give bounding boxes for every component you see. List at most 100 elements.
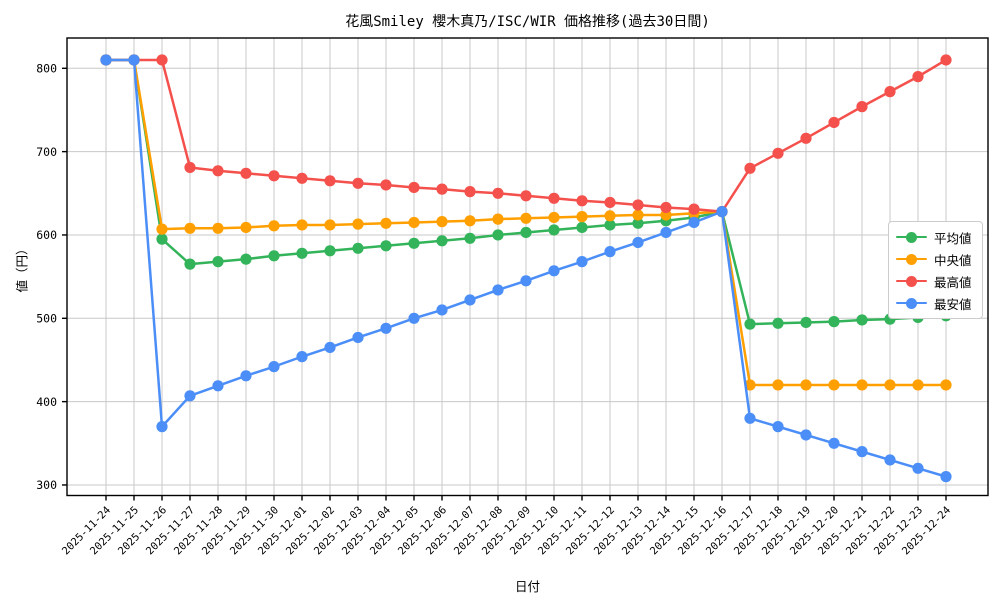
series-max-point [772, 147, 784, 159]
series-average-point [576, 221, 588, 234]
max-series-marker-icon [896, 271, 927, 291]
series-average-point [604, 219, 616, 231]
series-max-point [184, 161, 196, 174]
series-average-point [156, 233, 168, 245]
legend-label-median: 中央値 [934, 252, 972, 268]
series-max-point [800, 132, 812, 144]
series-median-point [184, 222, 196, 234]
series-median-point [604, 210, 616, 222]
series-max-point [744, 162, 756, 174]
y-tick-labels: 300 400 500 600 700 800 [36, 62, 57, 493]
series-max-point [856, 101, 868, 113]
series-average-point [520, 226, 532, 239]
series-median-point [912, 379, 924, 391]
series-median-point [632, 209, 644, 221]
average-series-marker-icon [896, 227, 927, 247]
x-tick-labels: 2025-11-242025-11-252025-11-262025-11-27… [60, 504, 953, 557]
series-median-point [548, 211, 560, 224]
min-series-marker-icon [896, 293, 927, 313]
series-average-point [492, 229, 504, 241]
series-median-point [296, 219, 308, 231]
legend-label-max: 最高値 [934, 274, 972, 290]
series-min [100, 54, 952, 483]
series-average-point [548, 224, 560, 236]
series-median-point [324, 219, 336, 231]
series-average-point [212, 256, 224, 268]
series-average-point [324, 245, 336, 257]
series-min-point [856, 446, 868, 458]
series-min-point [548, 265, 560, 277]
series-min-point [464, 294, 476, 306]
series-max-point [492, 187, 504, 199]
median-series-marker-icon [896, 249, 927, 269]
legend-item-average: 平均値 [896, 227, 972, 247]
series-average-point [464, 232, 476, 244]
series-average-point [856, 314, 868, 326]
series-median-point [800, 379, 812, 391]
series-max-point [576, 195, 588, 207]
series-average-point [184, 258, 196, 270]
series-min-point [912, 462, 924, 474]
series-max-point [324, 175, 336, 187]
series-max-point [940, 54, 952, 66]
series-max-point [520, 190, 532, 202]
y-ticks [62, 67, 67, 486]
series-min-point [184, 390, 196, 402]
series-max-point [548, 192, 560, 204]
y-tick-label: 300 [36, 478, 57, 492]
legend-label-average: 平均値 [934, 230, 972, 246]
series-min-point [604, 246, 616, 258]
legend-item-median: 中央値 [896, 249, 972, 269]
series-median-point [268, 220, 280, 232]
series-max-point [632, 199, 644, 211]
x-ticks [105, 495, 947, 501]
legend-item-max: 最高値 [896, 271, 972, 291]
series-min-point [436, 304, 448, 316]
series-min-point [744, 412, 756, 424]
series-min-point [800, 429, 812, 441]
series-median-point [520, 212, 532, 224]
x-axis-label: 日付 [514, 579, 540, 594]
series-median [100, 54, 952, 391]
series-average-point [744, 318, 756, 330]
y-tick-label: 800 [36, 62, 57, 76]
series-min-point [324, 341, 336, 354]
series-max-point [912, 71, 924, 83]
series-min-point [156, 421, 168, 433]
series-max-point [884, 86, 896, 98]
series-average-point [772, 317, 784, 329]
series-average-point [828, 316, 840, 328]
series-min-point [268, 361, 280, 373]
series-median-point [940, 379, 952, 391]
series-max-point [408, 181, 420, 194]
series-max-point [352, 177, 364, 189]
series-average-point [268, 250, 280, 262]
series-min-point [660, 226, 672, 239]
series-average-point [632, 217, 644, 229]
series-average-point [380, 240, 392, 252]
series-average-point [240, 253, 252, 265]
series-median-point [856, 379, 868, 391]
y-axis-label: 値（円） [14, 242, 30, 293]
series-median-point [884, 379, 896, 391]
series-max-point [380, 179, 392, 191]
series-min-point [240, 370, 252, 382]
series-median-point [436, 216, 448, 228]
series-min-point [716, 206, 728, 218]
series-max-point [268, 170, 280, 182]
legend-label-min: 最安値 [934, 296, 972, 312]
y-tick-label: 500 [36, 311, 57, 325]
series-max-point [436, 183, 448, 195]
series-min-point [632, 236, 644, 249]
series-min-point [828, 437, 840, 449]
series-min-point [128, 54, 140, 66]
series-median-point [240, 221, 252, 234]
series-max-point [240, 167, 252, 179]
series-max-point [212, 165, 224, 177]
series-min-point [296, 351, 308, 363]
y-tick-label: 400 [36, 395, 57, 409]
series-min-point [940, 471, 952, 483]
series-min-point [884, 454, 896, 466]
series-median-point [464, 215, 476, 227]
series-min-point [380, 322, 392, 334]
